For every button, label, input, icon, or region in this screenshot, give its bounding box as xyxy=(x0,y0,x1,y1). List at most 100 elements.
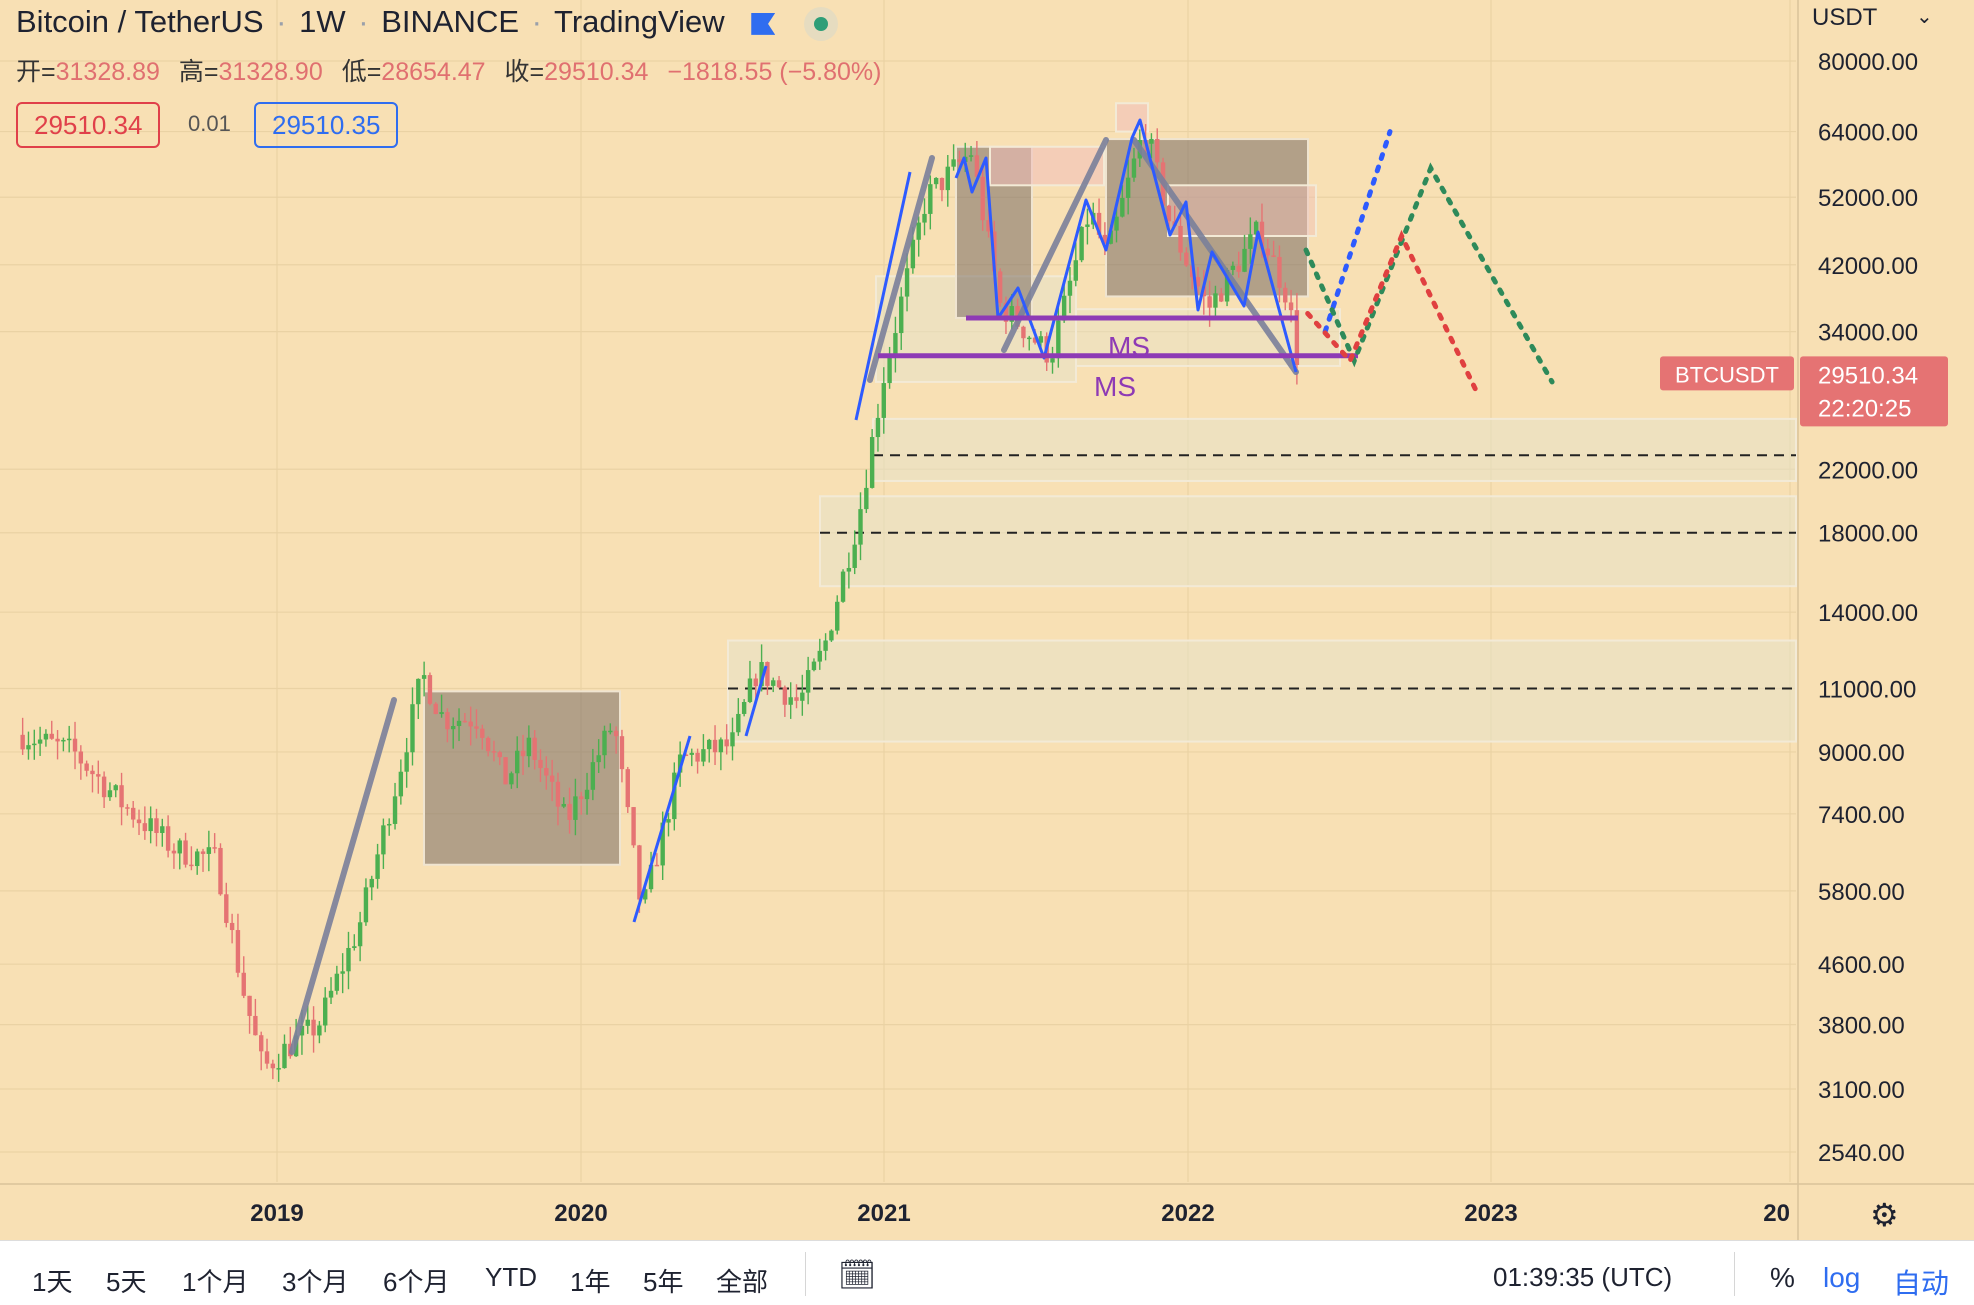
timeframe-button[interactable]: 1天 xyxy=(32,1267,73,1297)
y-tick-label: 52000.00 xyxy=(1818,185,1918,212)
candle-body xyxy=(515,750,520,774)
candle-body xyxy=(439,712,444,715)
candle-body xyxy=(206,847,212,854)
candle-body xyxy=(416,678,421,705)
candle-body xyxy=(613,730,619,737)
chevron-down-icon[interactable]: ⌄ xyxy=(1916,6,1933,28)
candle-body xyxy=(154,818,159,834)
candle-body xyxy=(544,768,549,776)
candle-body xyxy=(177,840,182,854)
timeframe-button[interactable]: 3个月 xyxy=(282,1267,349,1297)
candle-body xyxy=(20,734,25,750)
y-tick-label: 14000.00 xyxy=(1818,600,1918,627)
candle-body xyxy=(183,840,188,865)
candle-body xyxy=(1038,336,1044,343)
toolbar-divider xyxy=(805,1252,806,1296)
candle-body xyxy=(381,825,386,855)
calendar-icon[interactable]: 🗓 xyxy=(838,1259,877,1292)
candle-body xyxy=(904,268,910,297)
candle-body xyxy=(561,803,566,807)
market-status-icon[interactable] xyxy=(803,6,838,41)
candle-body xyxy=(881,383,886,418)
spread-value: 0.01 xyxy=(188,111,231,136)
candle-body xyxy=(555,781,561,807)
candle-body xyxy=(43,733,49,740)
candle-body xyxy=(171,850,177,854)
candle-body xyxy=(363,887,369,923)
candle-body xyxy=(590,762,596,790)
percent-toggle[interactable]: % xyxy=(1770,1262,1795,1293)
flag-icon[interactable] xyxy=(751,12,776,35)
candle-body xyxy=(497,752,502,758)
gear-icon[interactable]: ⚙ xyxy=(1870,1197,1899,1233)
candle-body xyxy=(602,730,607,756)
candle-body xyxy=(695,752,700,762)
timeframe-button[interactable]: 5年 xyxy=(643,1267,684,1297)
candle-body xyxy=(526,737,532,757)
candle-body xyxy=(357,922,363,947)
candle-body xyxy=(916,222,921,240)
candle-body xyxy=(1003,302,1009,322)
candle-body xyxy=(131,807,136,820)
log-toggle[interactable]: log xyxy=(1823,1262,1861,1293)
timeframe-button[interactable]: 1个月 xyxy=(182,1267,249,1297)
candle-body xyxy=(1189,265,1195,278)
candle-body xyxy=(637,845,642,900)
x-tick-label: 2019 xyxy=(250,1200,303,1227)
candle-body xyxy=(387,823,392,826)
candle-body xyxy=(608,730,613,733)
candle-body xyxy=(747,678,753,703)
countdown-label: 22:20:25 xyxy=(1818,395,1911,422)
candle-body xyxy=(113,785,118,791)
open-label: 开= xyxy=(16,58,56,86)
candle-body xyxy=(1219,293,1224,302)
candle-body xyxy=(462,720,468,723)
timeframe-button[interactable]: 1年 xyxy=(570,1267,611,1297)
trend-line-blue xyxy=(854,171,912,421)
candle-body xyxy=(352,946,357,948)
timeframe-button[interactable]: YTD xyxy=(485,1262,537,1292)
interval-label: 1W xyxy=(299,4,346,39)
candle-body xyxy=(1166,205,1172,222)
candle-body xyxy=(334,973,340,991)
y-tick-label: 42000.00 xyxy=(1818,253,1918,280)
auto-toggle[interactable]: 自动 xyxy=(1893,1268,1950,1299)
candle-body xyxy=(805,670,811,693)
candle-body xyxy=(1248,234,1253,249)
trend-line-blue xyxy=(632,735,692,923)
candle-body xyxy=(119,785,124,808)
y-tick-label: 11000.00 xyxy=(1818,676,1916,703)
candle-body xyxy=(1056,320,1061,359)
candle-body xyxy=(654,864,660,867)
candle-body xyxy=(573,796,578,820)
candle-body xyxy=(1242,248,1247,272)
change-value: −1818.55 (−5.80%) xyxy=(667,58,882,86)
candle-body xyxy=(1067,280,1073,296)
candle-body xyxy=(1149,138,1154,144)
ohlc-legend: 开=31328.89 高=31328.90 低=28654.47 收=29510… xyxy=(16,52,893,88)
timeframe-button[interactable]: 6个月 xyxy=(383,1267,450,1297)
symbol-header[interactable]: Bitcoin / TetherUS · 1W · BINANCE · Trad… xyxy=(16,4,838,41)
currency-selector[interactable]: USDT xyxy=(1812,4,1878,31)
candle-body xyxy=(707,739,712,750)
candle-body xyxy=(1271,255,1276,257)
candle-body xyxy=(1021,326,1026,339)
candle-body xyxy=(101,776,107,798)
last-price-label-bg xyxy=(1800,356,1948,427)
utc-clock[interactable]: 01:39:35 (UTC) xyxy=(1493,1262,1673,1292)
candle-body xyxy=(1230,265,1236,270)
candle-body xyxy=(811,661,817,671)
timeframe-button[interactable]: 全部 xyxy=(716,1267,769,1297)
candle-body xyxy=(276,1068,281,1070)
timeframe-button[interactable]: 5天 xyxy=(106,1267,147,1297)
candle-body xyxy=(899,296,904,334)
candle-body xyxy=(579,796,584,800)
sell-button[interactable]: 29510.34 xyxy=(16,102,161,148)
buy-button[interactable]: 29510.35 xyxy=(254,102,399,148)
candle-body xyxy=(1283,287,1288,303)
candle-body xyxy=(305,1019,310,1026)
candle-body xyxy=(96,774,101,777)
candle-body xyxy=(718,739,724,753)
candle-body xyxy=(421,675,427,679)
